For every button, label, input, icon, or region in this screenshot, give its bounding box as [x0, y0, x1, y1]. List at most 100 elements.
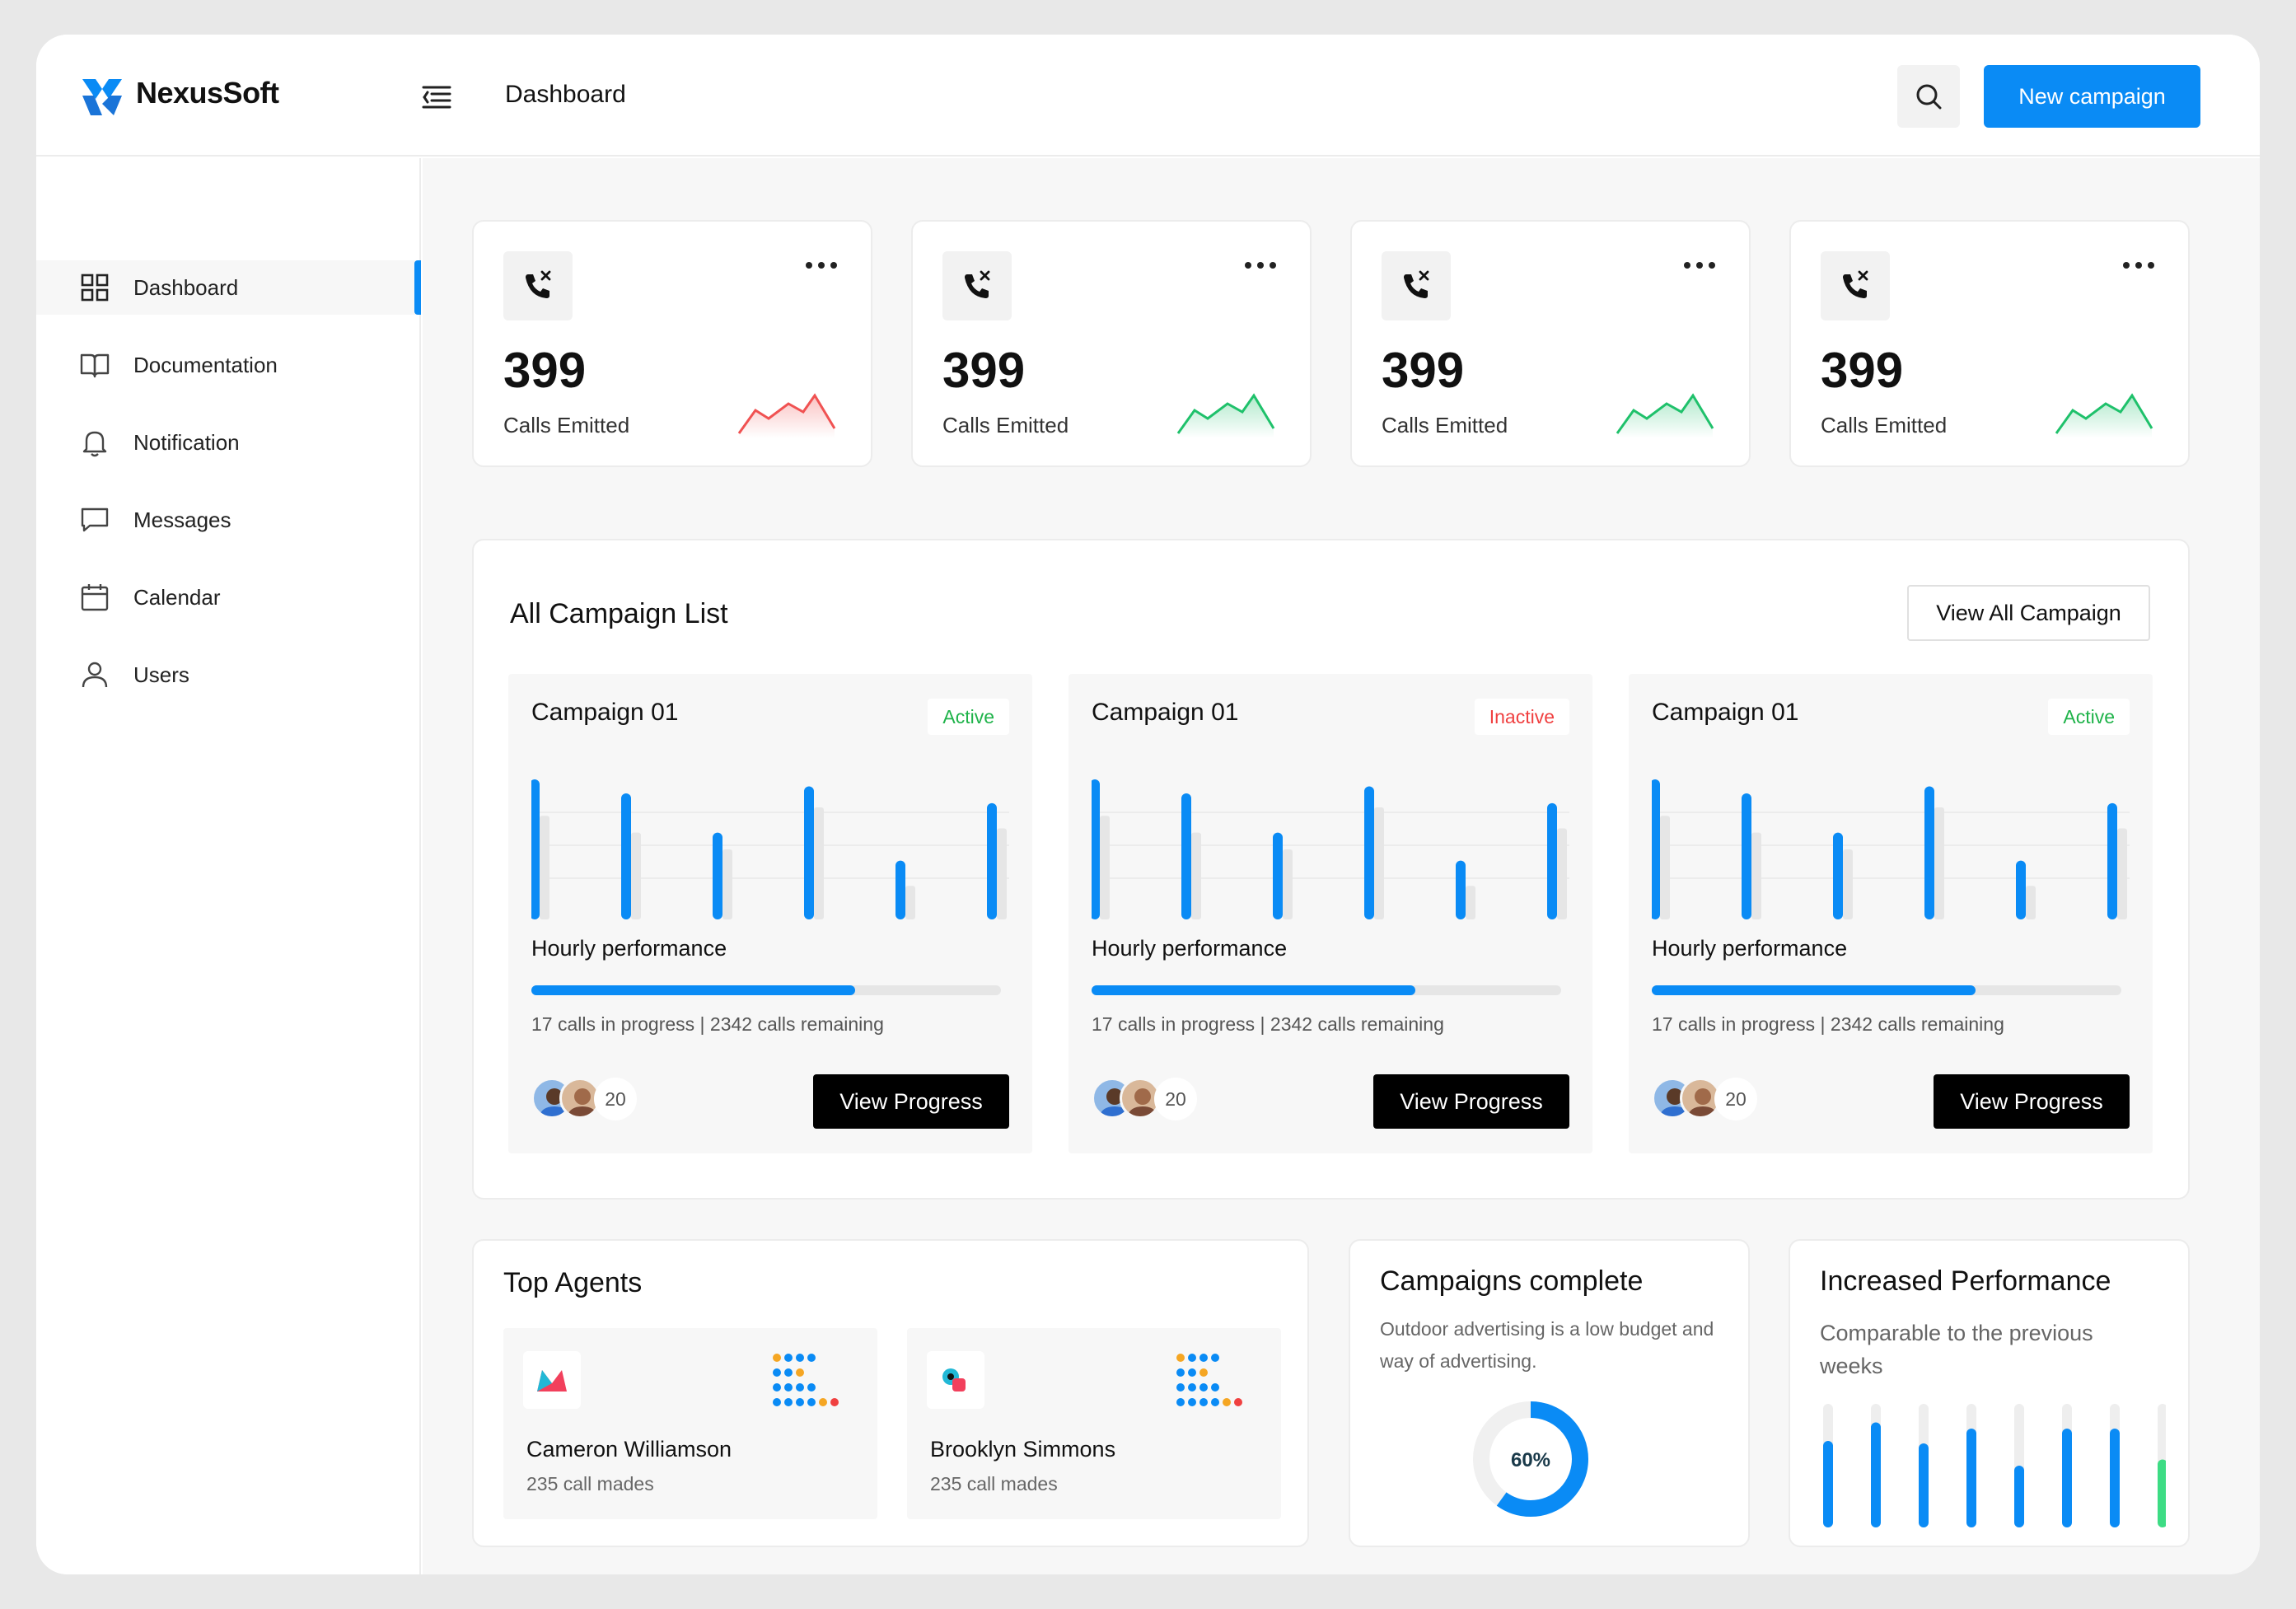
- campaigns-complete-title: Campaigns complete: [1380, 1265, 1644, 1297]
- activity-dot: [1188, 1398, 1196, 1406]
- sidebar-item-dashboard[interactable]: Dashboard: [36, 260, 421, 315]
- stat-label: Calls Emitted: [1821, 413, 1948, 437]
- chart-bar-bg: [1934, 807, 1944, 919]
- chart-bar: [1742, 793, 1751, 919]
- agent-count: 20: [594, 1078, 637, 1120]
- increased-performance-desc: Comparable to the previous weeks: [1820, 1321, 2093, 1378]
- page-title: Dashboard: [505, 81, 626, 108]
- stat-card: 399 Calls Emitted: [911, 220, 1312, 467]
- performance-bar: [2110, 1429, 2120, 1527]
- activity-dot: [784, 1368, 793, 1377]
- chart-bar: [1456, 860, 1466, 919]
- hourly-bar-chart: [1652, 779, 2130, 919]
- activity-dot: [1223, 1398, 1231, 1406]
- activity-dots-icon: [773, 1354, 839, 1406]
- grid-icon: [81, 274, 109, 302]
- chart-bar: [531, 779, 540, 919]
- agent-count: 20: [1154, 1078, 1197, 1120]
- campaigns-complete-desc: Outdoor advertising is a low budget and …: [1380, 1318, 1714, 1372]
- agent-card[interactable]: Cameron Williamson 235 call mades: [503, 1328, 877, 1519]
- chart-bar-bg: [1283, 849, 1293, 919]
- activity-dot: [773, 1383, 781, 1392]
- chart-bar: [1273, 832, 1283, 919]
- view-progress-button[interactable]: View Progress: [1934, 1074, 2130, 1129]
- performance-bar: [1966, 1429, 1976, 1527]
- avatar: [559, 1078, 601, 1119]
- activity-dot: [1176, 1383, 1185, 1392]
- trend-sparkline: [1616, 393, 1714, 438]
- activity-dot: [1199, 1383, 1208, 1392]
- sidebar: Dashboard Documentation Notification Mes…: [36, 158, 421, 1574]
- increased-performance-title: Increased Performance: [1820, 1265, 2111, 1297]
- missed-call-icon: [1382, 251, 1451, 320]
- agent-avatars: 20: [1092, 1078, 1207, 1127]
- calls-status-text: 17 calls in progress | 2342 calls remain…: [1652, 1013, 2004, 1035]
- completion-percent: 60%: [1511, 1449, 1550, 1471]
- activity-dot: [819, 1398, 827, 1406]
- agent-calls: 235 call mades: [930, 1473, 1058, 1494]
- campaign-name: Campaign 01: [1092, 699, 1239, 726]
- stat-card: 399 Calls Emitted: [1350, 220, 1751, 467]
- hourly-performance-label: Hourly performance: [531, 936, 727, 961]
- view-progress-button[interactable]: View Progress: [813, 1074, 1009, 1129]
- activity-dot: [807, 1398, 816, 1406]
- campaign-name: Campaign 01: [1652, 699, 1799, 726]
- more-options-icon[interactable]: [2122, 261, 2155, 269]
- search-button[interactable]: [1897, 65, 1960, 128]
- sidebar-item-calendar[interactable]: Calendar: [36, 570, 421, 624]
- main-content: 399 Calls Emitted 399 Calls Emitted 399 …: [423, 158, 2260, 1574]
- chart-bar-bg: [1660, 816, 1670, 919]
- campaign-list-panel: All Campaign List View All Campaign Camp…: [472, 539, 2190, 1200]
- new-campaign-button[interactable]: New campaign: [1984, 65, 2200, 128]
- campaigns-complete-panel: Campaigns complete Outdoor advertising i…: [1349, 1239, 1750, 1547]
- chart-bar: [2107, 802, 2117, 919]
- completion-arc: [1473, 1401, 1588, 1517]
- sidebar-item-label: Users: [133, 662, 189, 687]
- chart-bar-bg: [1374, 807, 1384, 919]
- trend-sparkline: [2055, 393, 2153, 438]
- activity-dots-icon: [1176, 1354, 1242, 1406]
- activity-dot: [1176, 1398, 1185, 1406]
- activity-dot: [1211, 1383, 1219, 1392]
- status-badge: Active: [2048, 699, 2130, 735]
- missed-call-icon: [1821, 251, 1890, 320]
- activity-dot: [1234, 1398, 1242, 1406]
- chart-bar: [804, 786, 814, 919]
- company-logo-icon: [927, 1351, 984, 1409]
- menu-collapse-icon[interactable]: [420, 81, 453, 114]
- progress-fill: [531, 985, 856, 995]
- hourly-bar-chart: [1092, 779, 1569, 919]
- chart-bar-bg: [905, 886, 915, 919]
- view-all-campaign-button[interactable]: View All Campaign: [1907, 585, 2150, 641]
- chart-bar-bg: [1191, 832, 1201, 919]
- sidebar-item-notification[interactable]: Notification: [36, 415, 421, 470]
- performance-bar: [1919, 1443, 1929, 1527]
- chart-bar: [1652, 779, 1660, 919]
- view-progress-button[interactable]: View Progress: [1373, 1074, 1569, 1129]
- bell-icon: [82, 431, 107, 457]
- agent-card[interactable]: Brooklyn Simmons 235 call mades: [907, 1328, 1281, 1519]
- chart-bar-bg: [2117, 828, 2127, 919]
- sidebar-item-users[interactable]: Users: [36, 648, 421, 702]
- agent-name: Cameron Williamson: [526, 1437, 732, 1462]
- activity-dot: [773, 1354, 781, 1362]
- more-options-icon[interactable]: [1244, 261, 1277, 269]
- performance-bar: [1823, 1441, 1833, 1527]
- sidebar-item-messages[interactable]: Messages: [36, 493, 421, 547]
- agent-calls: 235 call mades: [526, 1473, 654, 1494]
- more-options-icon[interactable]: [805, 261, 838, 269]
- chart-bar: [895, 860, 905, 919]
- missed-call-icon: [942, 251, 1012, 320]
- performance-bar: [2158, 1459, 2166, 1527]
- sidebar-item-documentation[interactable]: Documentation: [36, 338, 421, 392]
- chart-bar: [1181, 793, 1191, 919]
- activity-dot: [796, 1383, 804, 1392]
- stat-value: 399: [942, 343, 1026, 398]
- more-options-icon[interactable]: [1683, 261, 1716, 269]
- agent-name: Brooklyn Simmons: [930, 1437, 1116, 1462]
- chart-bar: [713, 832, 722, 919]
- stat-label: Calls Emitted: [503, 413, 630, 437]
- increased-performance-panel: Increased Performance Comparable to the …: [1789, 1239, 2190, 1547]
- top-agents-title: Top Agents: [503, 1267, 643, 1298]
- book-icon: [80, 353, 110, 378]
